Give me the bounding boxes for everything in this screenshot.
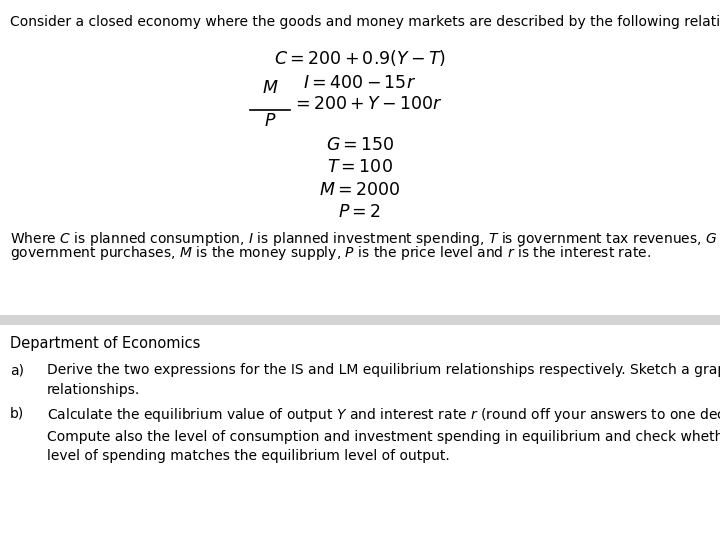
Text: $M = 2000$: $M = 2000$ xyxy=(320,181,400,199)
Text: Consider a closed economy where the goods and money markets are described by the: Consider a closed economy where the good… xyxy=(10,15,720,29)
Text: $I = 400 - 15r$: $I = 400 - 15r$ xyxy=(303,74,417,92)
Text: a): a) xyxy=(10,363,24,377)
Text: Derive the two expressions for the IS and LM equilibrium relationships respectiv: Derive the two expressions for the IS an… xyxy=(47,363,720,397)
Text: b): b) xyxy=(10,406,24,420)
Text: $P$: $P$ xyxy=(264,112,276,130)
Text: $P = 2$: $P = 2$ xyxy=(338,203,382,221)
Bar xyxy=(0,315,720,325)
Text: $M$: $M$ xyxy=(262,79,278,97)
Text: $T = 100$: $T = 100$ xyxy=(327,158,393,176)
Text: $= 200 + Y - 100r$: $= 200 + Y - 100r$ xyxy=(292,95,443,113)
Text: $G = 150$: $G = 150$ xyxy=(325,136,395,153)
Text: $C = 200 + 0.9(Y - T)$: $C = 200 + 0.9(Y - T)$ xyxy=(274,48,446,68)
Text: Calculate the equilibrium value of output $Y$ and interest rate $r$ (round off y: Calculate the equilibrium value of outpu… xyxy=(47,406,720,463)
Text: Department of Economics: Department of Economics xyxy=(10,336,200,351)
Text: government purchases, $M$ is the money supply, $P$ is the price level and $r$ is: government purchases, $M$ is the money s… xyxy=(10,244,651,261)
Text: Where $C$ is planned consumption, $I$ is planned investment spending, $T$ is gov: Where $C$ is planned consumption, $I$ is… xyxy=(10,230,720,248)
